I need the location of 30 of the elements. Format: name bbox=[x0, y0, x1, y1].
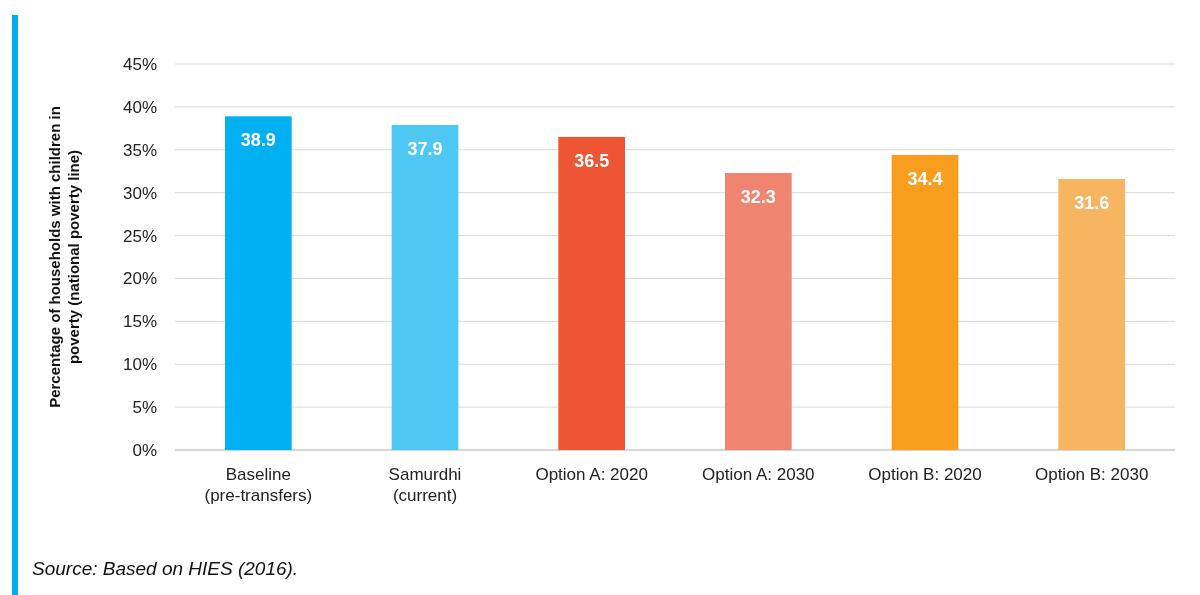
bar bbox=[558, 136, 625, 450]
data-label: 32.3 bbox=[740, 186, 776, 207]
bar bbox=[891, 154, 959, 450]
y-tick-label: 25% bbox=[122, 226, 157, 246]
x-tick-label: Option B: 2020 bbox=[868, 465, 982, 484]
bar bbox=[1058, 178, 1125, 450]
data-label: 37.9 bbox=[407, 138, 443, 159]
bar bbox=[725, 172, 792, 450]
y-axis-title: Percentage of households with children in poverty (national poverty line) bbox=[46, 106, 82, 408]
data-label: 34.4 bbox=[907, 168, 943, 189]
x-tick-label: Option A: 2020 bbox=[535, 465, 648, 484]
x-tick-label: Option A: 2030 bbox=[702, 465, 815, 484]
data-label: 38.9 bbox=[240, 130, 276, 151]
y-tick-label: 40% bbox=[122, 97, 157, 117]
y-tick-label: 5% bbox=[132, 398, 157, 418]
x-tick-label: Option B: 2030 bbox=[1034, 465, 1149, 484]
bar bbox=[391, 124, 459, 450]
bar bbox=[225, 116, 292, 450]
y-tick-label: 45% bbox=[122, 54, 157, 74]
x-tick-label: Baseline (pre-transfers) bbox=[204, 465, 313, 505]
x-tick-label: Samurdhi (current) bbox=[388, 465, 462, 505]
y-tick-label: 15% bbox=[122, 312, 157, 332]
y-tick-label: 0% bbox=[132, 440, 157, 460]
y-tick-label: 20% bbox=[122, 269, 157, 289]
y-tick-label: 35% bbox=[122, 140, 157, 160]
data-label: 31.6 bbox=[1074, 192, 1110, 213]
y-tick-label: 30% bbox=[122, 183, 157, 203]
data-label: 36.5 bbox=[574, 150, 610, 171]
source-note: Source: Based on HIES (2016). bbox=[32, 558, 299, 579]
y-tick-label: 10% bbox=[122, 355, 157, 375]
